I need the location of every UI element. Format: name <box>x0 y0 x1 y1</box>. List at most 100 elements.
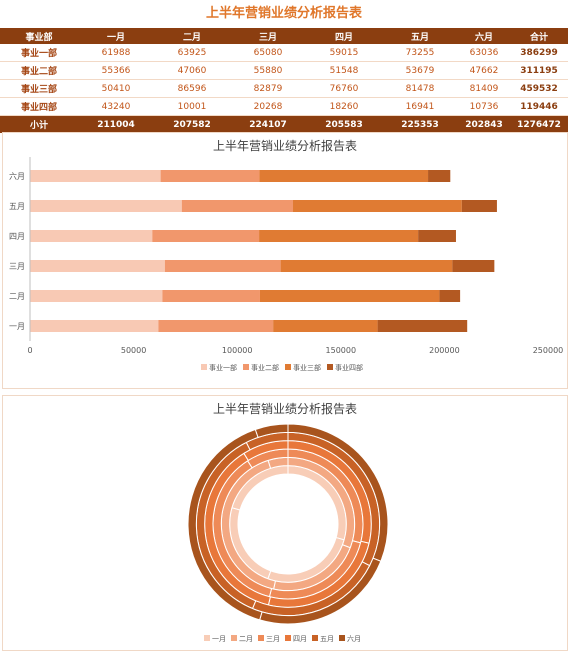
table-row: 事业三部 50410 86596 82879 76760 81478 81409… <box>0 79 568 98</box>
subtotal-cell: 211004 <box>78 115 154 133</box>
x-tick-label: 150000 <box>326 346 357 355</box>
table-row: 事业四部 43240 10001 20268 18260 16941 10736… <box>0 97 568 116</box>
dept-cell: 事业四部 <box>0 97 78 116</box>
bar-segment <box>259 170 429 182</box>
value-cell: 47662 <box>458 61 510 80</box>
y-tick-label: 四月 <box>9 232 25 241</box>
header-cell: 事业部 <box>0 28 78 44</box>
subtotal-cell: 224107 <box>230 115 306 133</box>
value-cell: 73255 <box>382 44 458 62</box>
bar-segment <box>30 290 163 302</box>
legend-label: 四月 <box>293 635 307 643</box>
y-tick-label: 三月 <box>9 262 25 271</box>
bar-segment <box>259 290 440 302</box>
y-tick-label: 六月 <box>9 171 25 181</box>
bar-segment <box>273 320 378 332</box>
value-cell: 55366 <box>78 61 154 80</box>
table-header-row: 事业部 一月 二月 三月 四月 五月 六月 合计 <box>0 28 568 44</box>
x-tick-label: 100000 <box>222 346 253 355</box>
x-tick-label: 50000 <box>121 346 146 355</box>
bar-segment <box>452 260 495 272</box>
total-cell: 119446 <box>510 97 568 116</box>
header-cell: 五月 <box>382 28 458 44</box>
header-cell: 合计 <box>510 28 568 44</box>
bar-segment <box>259 230 419 242</box>
value-cell: 86596 <box>154 79 230 98</box>
legend-label: 六月 <box>347 634 361 643</box>
legend-swatch <box>243 364 249 370</box>
value-cell: 63036 <box>458 44 510 62</box>
legend-swatch <box>204 635 210 641</box>
bar-chart-panel: 上半年营销业绩分析报告表 一月 二月 三月 四月 五月 六月 0 50000 100000 1500… <box>2 132 568 389</box>
bar-segment <box>160 170 260 182</box>
value-cell: 51548 <box>306 61 382 80</box>
chart-title: 上半年营销业绩分析报告表 <box>213 138 357 153</box>
subtotal-label: 小计 <box>0 115 78 133</box>
header-cell: 三月 <box>230 28 306 44</box>
dept-cell: 事业二部 <box>0 61 78 80</box>
bar-segment <box>461 200 497 212</box>
report-title: 上半年营销业绩分析报告表 <box>205 6 362 21</box>
value-cell: 82879 <box>230 79 306 98</box>
bar-segment <box>418 230 456 242</box>
value-cell: 18260 <box>306 97 382 116</box>
legend-label: 事业三部 <box>293 363 321 372</box>
table-row: 事业二部 55366 47060 55880 51548 53679 47662… <box>0 61 568 80</box>
bar-segment <box>164 260 281 272</box>
grand-total-cell: 1276472 <box>510 115 568 133</box>
subtotal-cell: 225353 <box>382 115 458 133</box>
sales-table: 事业部 一月 二月 三月 四月 五月 六月 合计 事业一部 61988 6392… <box>0 28 568 133</box>
subtotal-row: 小计 211004 207582 224107 205583 225353 20… <box>0 115 568 133</box>
bar-segment <box>428 170 451 182</box>
value-cell: 61988 <box>78 44 154 62</box>
header-cell: 二月 <box>154 28 230 44</box>
x-tick-label: 250000 <box>533 346 564 355</box>
legend-label: 事业二部 <box>251 363 279 372</box>
chart-title: 上半年营销业绩分析报告表 <box>213 401 357 416</box>
dept-cell: 事业一部 <box>0 44 78 62</box>
header-cell: 六月 <box>458 28 510 44</box>
donut-slice <box>254 423 289 438</box>
bar-segment <box>293 200 462 212</box>
legend-label: 五月 <box>320 635 334 643</box>
total-cell: 311195 <box>510 61 568 80</box>
bar-segment <box>377 320 468 332</box>
bar-segment <box>152 230 260 242</box>
dept-cell: 事业三部 <box>0 79 78 98</box>
legend-label: 三月 <box>266 635 280 643</box>
bar-segment <box>439 290 461 302</box>
bar-segment <box>158 320 274 332</box>
value-cell: 20268 <box>230 97 306 116</box>
value-cell: 59015 <box>306 44 382 62</box>
legend-swatch <box>231 635 237 641</box>
legend-swatch <box>312 635 318 641</box>
legend-swatch <box>327 364 333 370</box>
donut-chart-panel: 上半年营销业绩分析报告表 一月 二月 三月 四月 五月 六月 <box>2 395 568 651</box>
value-cell: 65080 <box>230 44 306 62</box>
value-cell: 50410 <box>78 79 154 98</box>
y-tick-label: 一月 <box>9 322 25 331</box>
value-cell: 10001 <box>154 97 230 116</box>
bar-segment <box>162 290 260 302</box>
bar-segment <box>30 200 182 212</box>
bar-segment <box>181 200 294 212</box>
value-cell: 81478 <box>382 79 458 98</box>
legend-swatch <box>258 635 264 641</box>
bar-segment <box>30 320 159 332</box>
legend-label: 二月 <box>239 635 253 643</box>
subtotal-cell: 205583 <box>306 115 382 133</box>
legend-label: 事业四部 <box>335 363 363 372</box>
total-cell: 386299 <box>510 44 568 62</box>
bar-segment <box>30 260 165 272</box>
header-cell: 一月 <box>78 28 154 44</box>
y-tick-label: 二月 <box>9 292 25 301</box>
bar-segment <box>280 260 453 272</box>
subtotal-cell: 207582 <box>154 115 230 133</box>
total-cell: 459532 <box>510 79 568 98</box>
legend-swatch <box>285 364 291 370</box>
legend-swatch <box>201 364 207 370</box>
value-cell: 16941 <box>382 97 458 116</box>
header-cell: 四月 <box>306 28 382 44</box>
